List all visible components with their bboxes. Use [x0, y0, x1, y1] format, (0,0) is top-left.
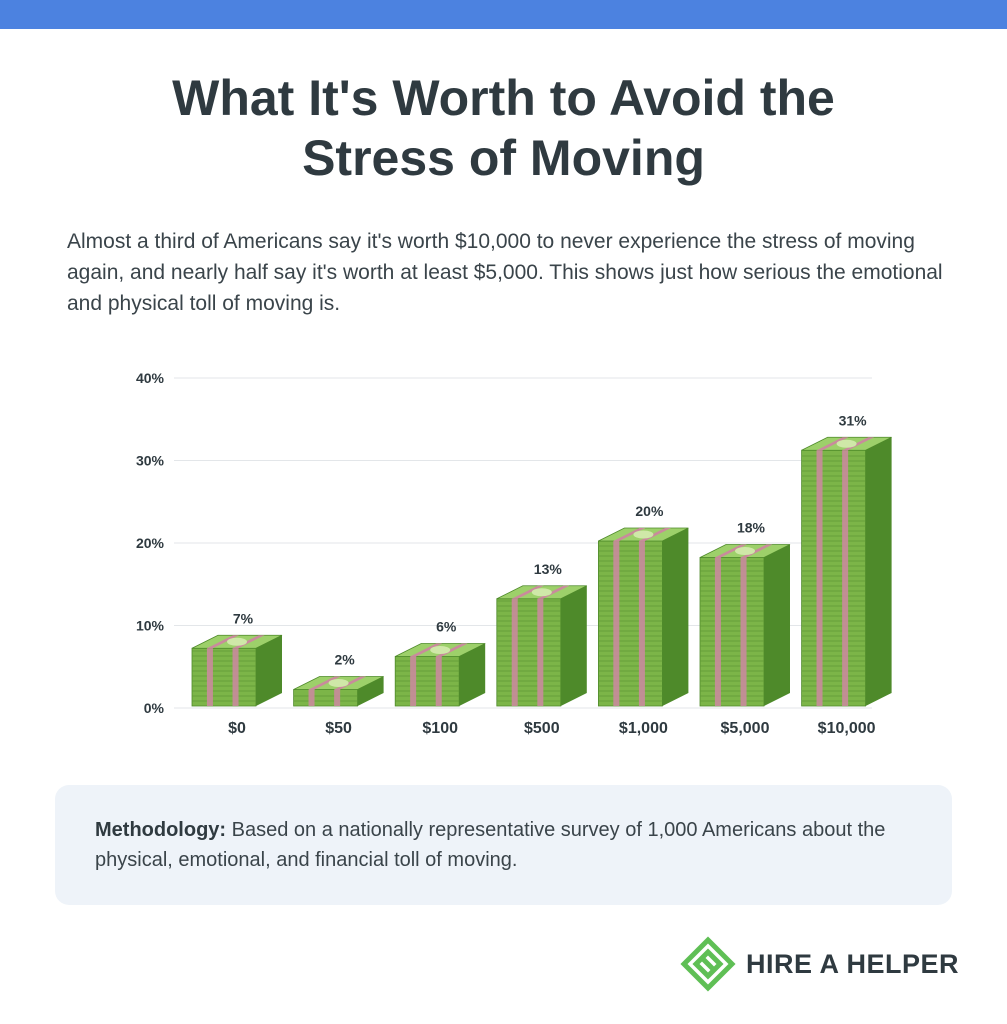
bar-front-face: [496, 598, 562, 707]
x-tick-label: $50: [325, 720, 352, 737]
data-label: 20%: [635, 503, 664, 519]
bar-side-face: [865, 437, 892, 706]
x-tick-label: $5,000: [721, 720, 770, 737]
money-band: [638, 541, 645, 706]
top-accent-bar: [0, 0, 1007, 29]
x-tick-label: $10,000: [818, 720, 876, 737]
bill-seal: [328, 679, 349, 687]
money-band: [206, 648, 213, 706]
bar-front-face: [597, 540, 663, 707]
data-label: 18%: [737, 520, 766, 536]
data-label: 31%: [839, 412, 868, 428]
money-band: [308, 689, 315, 706]
bill-seal: [227, 637, 247, 646]
bar-side-face: [764, 544, 790, 706]
bar-side-face: [662, 528, 689, 706]
y-tick-label: 10%: [136, 618, 165, 634]
money-band: [232, 648, 239, 706]
money-band: [714, 557, 721, 706]
money-band-top: [613, 528, 646, 541]
title-line-2: Stress of Moving: [302, 130, 705, 186]
money-band-top: [206, 635, 239, 649]
money-band-top: [308, 676, 341, 690]
money-band: [537, 598, 544, 706]
y-tick-label: 0%: [144, 700, 165, 716]
y-tick-label: 20%: [136, 535, 165, 551]
money-band: [511, 598, 518, 706]
methodology-text: Based on a nationally representative sur…: [95, 819, 886, 871]
methodology-label: Methodology:: [95, 819, 227, 841]
bar-2: [293, 676, 384, 707]
data-label: 2%: [334, 652, 355, 668]
bill-seal: [836, 439, 857, 448]
data-label: 6%: [436, 619, 457, 635]
bill-seal: [735, 547, 755, 555]
bar-side-face: [459, 643, 486, 706]
x-tick-label: $1,000: [619, 720, 668, 737]
bar-7: [801, 436, 892, 707]
bill-seal: [430, 646, 451, 654]
bar-front-face: [293, 689, 359, 707]
money-band: [842, 450, 849, 706]
bar-side-face: [256, 635, 282, 706]
money-bar-chart: 0% 10% 20% 30% 40% 7% $0 2% $50 6% $100 13% $500 20% $…: [136, 370, 892, 737]
bar-front-face: [191, 647, 257, 707]
money-band-top: [511, 585, 544, 599]
x-tick-label: $100: [422, 720, 458, 737]
bar-3: [394, 643, 486, 707]
bar-front-face: [699, 557, 765, 707]
data-label: 7%: [233, 610, 254, 626]
bill-seal: [633, 530, 654, 539]
money-band-top: [714, 544, 747, 558]
bar-5: [597, 527, 689, 707]
money-band: [334, 689, 341, 706]
bill-seal: [531, 588, 552, 597]
money-band: [435, 656, 442, 706]
page-title: What It's Worth to Avoid the Stress of M…: [60, 68, 947, 188]
money-band: [740, 557, 747, 706]
methodology-box: Methodology: Based on a nationally repre…: [55, 785, 952, 905]
bar-6: [699, 544, 791, 707]
intro-paragraph: Almost a third of Americans say it's wor…: [67, 230, 943, 315]
title-line-1: What It's Worth to Avoid the: [172, 70, 835, 126]
x-tick-label: $0: [228, 720, 246, 737]
y-tick-label: 40%: [136, 370, 165, 386]
helper-diamond-icon: [680, 936, 736, 992]
data-label: 13%: [534, 561, 563, 577]
money-band: [613, 541, 620, 706]
money-band-top: [410, 643, 443, 657]
hire-a-helper-logo: HIRE A HELPER: [680, 936, 960, 996]
money-band-top: [816, 437, 849, 451]
bar-1: [191, 634, 283, 707]
bar-side-face: [357, 676, 384, 706]
money-band: [410, 656, 417, 706]
x-tick-label: $500: [524, 720, 560, 737]
brand-name: HIRE A HELPER: [746, 949, 960, 979]
bar-4: [496, 585, 587, 707]
bar-side-face: [560, 585, 587, 706]
bar-front-face: [801, 449, 866, 707]
money-band: [816, 450, 823, 706]
y-tick-label: 30%: [136, 453, 165, 469]
